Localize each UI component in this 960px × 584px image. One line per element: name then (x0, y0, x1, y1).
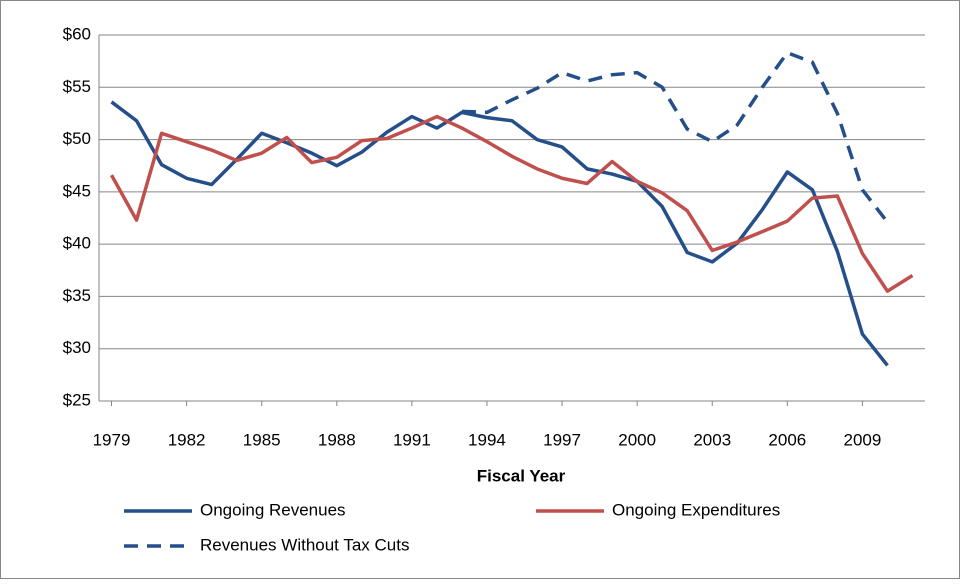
x-tick-label: 1994 (468, 430, 506, 449)
x-tick-label: 2006 (768, 430, 806, 449)
x-tick-label: 1982 (168, 430, 206, 449)
series-line (109, 114, 914, 293)
y-tick-label: $60 (63, 24, 91, 43)
y-tick-label: $50 (63, 129, 91, 148)
legend-label: Ongoing Expenditures (612, 500, 780, 519)
x-tick-label: 2000 (618, 430, 656, 449)
y-tick-label: $40 (63, 234, 91, 253)
x-tick-label: 1979 (93, 430, 131, 449)
x-tick-label: 2003 (693, 430, 731, 449)
y-tick-label: $45 (63, 181, 91, 200)
x-tick-label: 2009 (844, 430, 882, 449)
series-line (461, 51, 889, 224)
y-tick-label: $55 (63, 77, 91, 96)
x-tick-label: 1991 (393, 430, 431, 449)
legend-label: Ongoing Revenues (200, 500, 346, 519)
y-tick-label: $30 (63, 338, 91, 357)
x-tick-label: 1997 (543, 430, 581, 449)
series-line (110, 100, 889, 367)
y-tick-label: $35 (63, 286, 91, 305)
x-axis-title: Fiscal Year (477, 466, 566, 485)
legend-label: Revenues Without Tax Cuts (200, 535, 409, 554)
y-tick-label: $25 (63, 390, 91, 409)
x-tick-label: 1985 (243, 430, 281, 449)
x-tick-label: 1988 (318, 430, 356, 449)
